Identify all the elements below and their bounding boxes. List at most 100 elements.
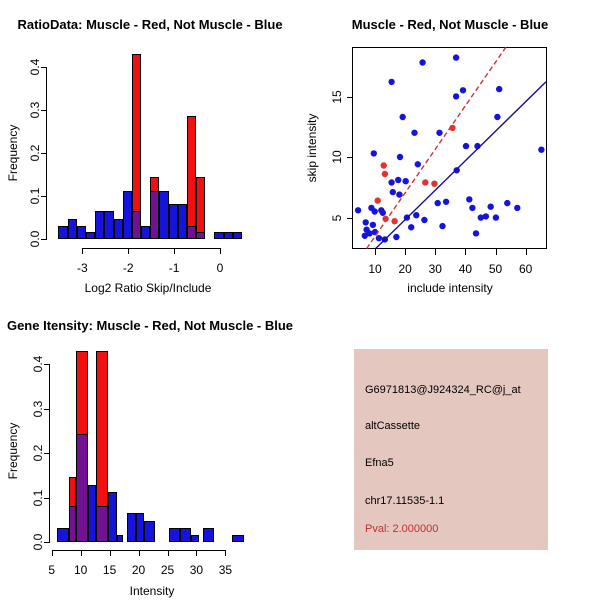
y-tick-label: 0.1: [31, 489, 45, 506]
hist-bar-blue: [143, 520, 155, 542]
hist-bar-blue: [85, 232, 96, 240]
x-axis-tick: [167, 550, 169, 557]
scatter-point-blue: [355, 207, 362, 214]
x-axis-tick: [525, 249, 527, 255]
x-tick-label: 20: [398, 262, 412, 276]
scatter-point-blue: [487, 203, 495, 211]
x-axis-tick: [225, 550, 227, 557]
info-gene-name: Efna5: [365, 457, 394, 469]
scatter-point-blue: [397, 154, 404, 161]
ratio-hist-title: RatioData: Muscle - Red, Not Muscle - Bl…: [17, 17, 283, 32]
x-axis-tick: [435, 249, 437, 255]
x-tick-label: -2: [122, 261, 134, 276]
scatter-point-blue: [399, 114, 407, 121]
y-axis-tick: [347, 96, 353, 98]
x-tick-label: 20: [131, 563, 146, 578]
hist-bar-blue: [232, 534, 244, 542]
hist-bar-blue: [168, 527, 181, 542]
scatter-plot-area: [355, 47, 547, 249]
hist-bar-blue: [104, 211, 114, 240]
y-axis-tick: [40, 196, 46, 198]
scatter-point-blue: [419, 59, 427, 66]
info-panel: [354, 349, 548, 550]
hist-bar-overlap: [131, 211, 142, 240]
x-tick-label: -1: [168, 261, 180, 276]
hist-bar-blue: [232, 232, 243, 240]
gene-hist-xlabel: Intensity: [129, 584, 175, 598]
x-tick-label: 25: [160, 563, 175, 578]
y-tick-label: 0.3: [31, 400, 45, 417]
x-axis-tick: [138, 550, 140, 557]
x-axis-tick: [174, 248, 176, 255]
scatter-point-blue: [414, 161, 422, 168]
hist-bar-blue: [191, 534, 199, 542]
hist-bar-blue: [113, 218, 123, 240]
hist-bar-blue: [117, 534, 123, 542]
x-tick-label: 50: [488, 262, 503, 276]
scatter-point-red: [382, 215, 390, 223]
info-pval: Pval: 2.000000: [365, 523, 439, 535]
scatter-point-blue: [494, 114, 501, 121]
scatter-point-blue: [362, 219, 370, 226]
y-tick-label: 0.0: [27, 230, 42, 248]
scatter-point-red: [381, 171, 389, 178]
scatter-point-blue: [496, 86, 503, 93]
hist-bar-blue: [135, 513, 144, 542]
y-tick-label: 0.3: [27, 101, 42, 119]
scatter-point-red: [422, 179, 429, 186]
plot-box: [352, 47, 547, 249]
scatter-point-blue: [453, 167, 461, 174]
y-tick-label: 0.0: [31, 533, 45, 551]
hist-bar-blue: [95, 211, 105, 240]
scatter-point-blue: [514, 204, 521, 212]
hist-bar-red: [186, 116, 197, 240]
x-axis-tick: [80, 550, 82, 557]
scatter-ylabel: skip intensity: [305, 113, 319, 183]
x-tick-label: 30: [189, 563, 204, 578]
scatter-point-red: [431, 180, 438, 188]
scatter-point-blue: [453, 54, 460, 62]
y-tick-label: 0.4: [31, 355, 45, 373]
x-tick-label: 30: [428, 262, 442, 276]
hist-bar-overlap: [186, 225, 197, 240]
scatter-point-blue: [469, 204, 476, 212]
scatter-point-blue: [466, 196, 473, 203]
x-axis-tick: [128, 248, 130, 255]
y-axis-tick: [44, 542, 49, 543]
scatter-point-blue: [413, 212, 420, 219]
x-axis-tick: [220, 248, 221, 255]
scatter-point-blue: [421, 217, 428, 224]
x-axis-tick: [109, 550, 111, 557]
y-tick-label: 5: [330, 214, 345, 222]
hist-bar-overlap: [196, 232, 206, 240]
scatter-point-blue: [393, 234, 400, 241]
y-axis-tick: [40, 110, 46, 111]
x-axis-tick: [495, 249, 497, 255]
y-tick-label: 15: [330, 90, 345, 104]
x-tick-label: 10: [368, 262, 382, 276]
y-tick-label: 0.1: [27, 187, 42, 205]
x-axis-tick: [51, 550, 53, 557]
red-fit-line: [366, 47, 507, 249]
hist-bar-overlap: [76, 434, 88, 542]
y-axis-tick: [347, 157, 353, 159]
scatter-point-blue: [411, 129, 418, 137]
scatter-xlabel: include intensity: [407, 281, 493, 295]
hist-bar-blue: [141, 225, 151, 240]
hist-bar-blue: [107, 491, 118, 542]
hist-bar-blue: [168, 204, 178, 240]
x-tick-label: 0: [216, 261, 224, 276]
hist-bar-blue: [122, 190, 132, 240]
info-probe-id: G6971813@J924324_RC@j_at: [365, 384, 521, 396]
ratio-hist-ylabel: Frequency: [6, 124, 20, 182]
scatter-point-blue: [538, 146, 545, 154]
scatter-point-blue: [482, 213, 490, 220]
hist-bar-blue: [57, 527, 70, 542]
gene-hist-title: Gene Itensity: Muscle - Red, Not Muscle …: [6, 318, 294, 333]
hist-bar-blue: [223, 232, 233, 240]
hist-bar-blue: [58, 225, 68, 240]
scatter-point-blue: [402, 178, 410, 185]
hist-bar-overlap: [96, 505, 108, 542]
scatter-point-blue: [369, 221, 377, 229]
y-axis-tick: [44, 497, 49, 499]
